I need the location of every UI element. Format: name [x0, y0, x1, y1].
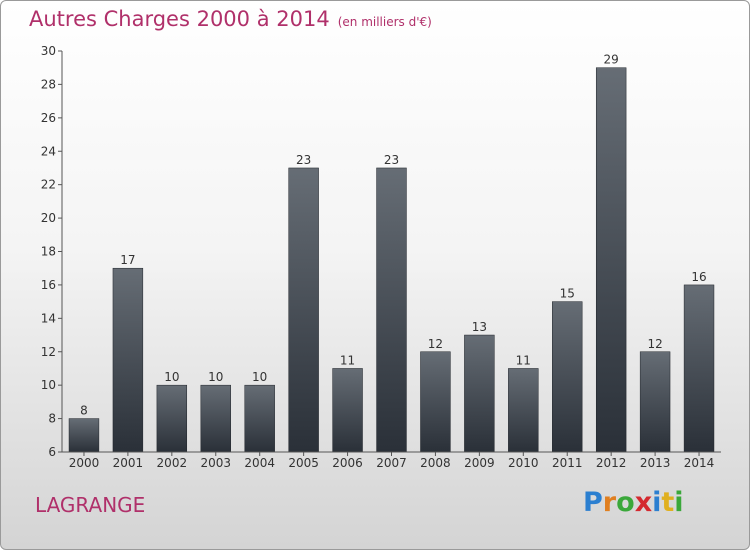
proxiti-logo[interactable]: Proxiti [583, 487, 684, 518]
bar-2013 [639, 351, 671, 453]
data-label-2001: 17 [120, 253, 135, 267]
data-label-2007: 23 [384, 153, 399, 167]
logo-letter: i [652, 487, 662, 518]
chart-title-text: Autres Charges 2000 à 2014 [29, 7, 330, 31]
logo-letter: t [661, 487, 675, 518]
y-tick-label: 12 [41, 345, 56, 359]
y-tick-label: 8 [48, 412, 56, 426]
y-tick-label: 10 [41, 378, 56, 392]
x-tick-label-2005: 2005 [288, 456, 319, 470]
y-tick-label: 16 [41, 278, 56, 292]
x-axis: 2000 2001 2002 2003 2004 2005 2006 2007 2008 2009… [62, 451, 721, 470]
y-tick-label: 14 [41, 311, 56, 325]
data-label-2006: 11 [340, 353, 355, 367]
logo-letter: x [634, 487, 653, 518]
bar-2007 [376, 167, 407, 453]
data-label-2005: 23 [296, 153, 311, 167]
bar-2011 [552, 301, 583, 453]
bar-2005 [288, 167, 319, 453]
bar-2001 [112, 267, 144, 453]
y-tick-label: 6 [48, 445, 56, 459]
data-label-2011: 15 [560, 287, 575, 301]
bar-2004 [244, 384, 275, 453]
x-tick-label-2007: 2007 [376, 456, 407, 470]
y-axis: 6 8 10 12 14 16 18 20 22 24 26 28 30 [41, 44, 63, 459]
y-tick-label: 28 [41, 77, 56, 91]
y-tick-label: 30 [41, 44, 56, 58]
x-tick-label-2011: 2011 [552, 456, 583, 470]
x-tick-label-2014: 2014 [684, 456, 715, 470]
bar-2006 [332, 368, 363, 453]
commune-name: LAGRANGE [35, 493, 146, 517]
logo-letter: i [674, 487, 684, 518]
x-tick-label-2009: 2009 [464, 456, 495, 470]
bar-2000 [68, 418, 100, 453]
data-label-2009: 13 [472, 320, 487, 334]
data-label-2008: 12 [428, 337, 443, 351]
bars: 8 17 10 10 10 23 11 23 12 13 11 15 29 12 16 [68, 53, 715, 453]
x-tick-label-2012: 2012 [596, 456, 627, 470]
y-tick-label: 20 [41, 211, 56, 225]
bar-2012 [595, 67, 627, 453]
y-tick-label: 26 [41, 111, 56, 125]
x-tick-label-2004: 2004 [244, 456, 275, 470]
data-label-2013: 12 [647, 337, 662, 351]
data-label-2002: 10 [164, 370, 179, 384]
x-tick-label-2008: 2008 [420, 456, 451, 470]
y-tick-label: 18 [41, 245, 56, 259]
x-tick-label-2013: 2013 [640, 456, 671, 470]
x-tick-label-2006: 2006 [332, 456, 363, 470]
bar-2008 [420, 351, 451, 453]
x-tick-label-2003: 2003 [200, 456, 231, 470]
chart-subtitle: (en milliers d'€) [337, 15, 432, 29]
bar-2014 [683, 284, 715, 453]
data-label-2010: 11 [516, 353, 531, 367]
y-tick-label: 22 [41, 178, 56, 192]
x-tick-label-2010: 2010 [508, 456, 539, 470]
bar-2002 [156, 384, 188, 453]
x-tick-label-2000: 2000 [69, 456, 100, 470]
logo-letter: r [602, 487, 617, 518]
logo-letter: o [616, 487, 635, 518]
data-label-2004: 10 [252, 370, 267, 384]
bar-2010 [508, 368, 539, 453]
logo-letter: P [583, 487, 603, 518]
data-label-2012: 29 [604, 53, 619, 67]
y-tick-label: 24 [41, 144, 56, 158]
data-label-2000: 8 [80, 404, 88, 418]
x-tick-label-2002: 2002 [157, 456, 188, 470]
bar-2003 [200, 384, 231, 453]
x-tick-label-2001: 2001 [113, 456, 144, 470]
chart-title: Autres Charges 2000 à 2014 (en milliers d… [29, 7, 432, 31]
bar-2009 [464, 334, 495, 453]
data-label-2014: 16 [691, 270, 706, 284]
data-label-2003: 10 [208, 370, 223, 384]
